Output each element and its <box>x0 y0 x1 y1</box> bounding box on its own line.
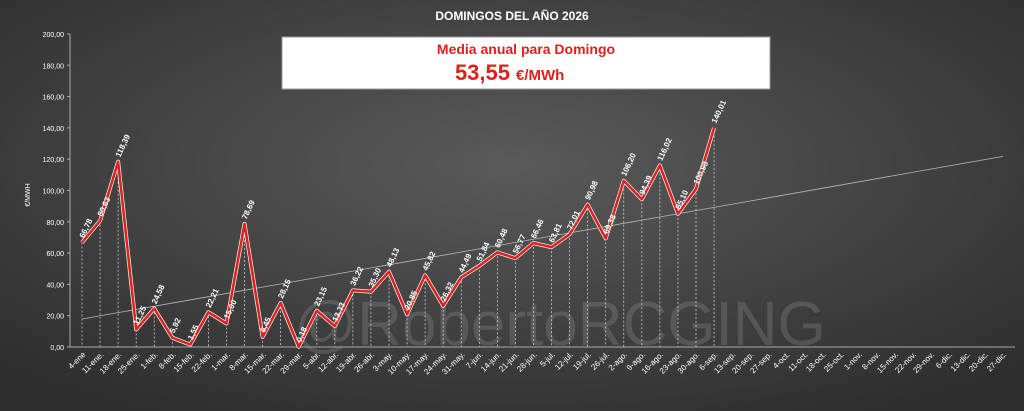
y-tick-label: 200,00 <box>43 32 65 39</box>
y-tick-label: 0,00 <box>50 345 64 352</box>
y-tick-label: 180,00 <box>43 63 65 70</box>
y-tick-label: 80,00 <box>46 220 64 227</box>
y-tick-label: 140,00 <box>43 126 65 133</box>
watermark: @RobertoRCGING <box>294 290 826 359</box>
y-tick-label: 100,00 <box>43 189 65 196</box>
banner-unit: €/MWh <box>516 67 564 84</box>
chart-title: DOMINGOS DEL AÑO 2026 <box>435 8 589 23</box>
y-axis-label: €/MWH <box>25 183 32 206</box>
banner-title: Media anual para Domingo <box>437 41 615 57</box>
y-tick-label: 20,00 <box>46 314 64 321</box>
trendline <box>81 155 1004 320</box>
banner-value: 53,55 <box>455 60 510 85</box>
y-tick-label: 120,00 <box>43 157 65 164</box>
y-tick-label: 160,00 <box>43 95 65 102</box>
line <box>81 127 716 348</box>
y-tick-label: 60,00 <box>46 251 64 258</box>
y-tick-label: 40,00 <box>46 282 64 289</box>
banner <box>281 36 771 90</box>
